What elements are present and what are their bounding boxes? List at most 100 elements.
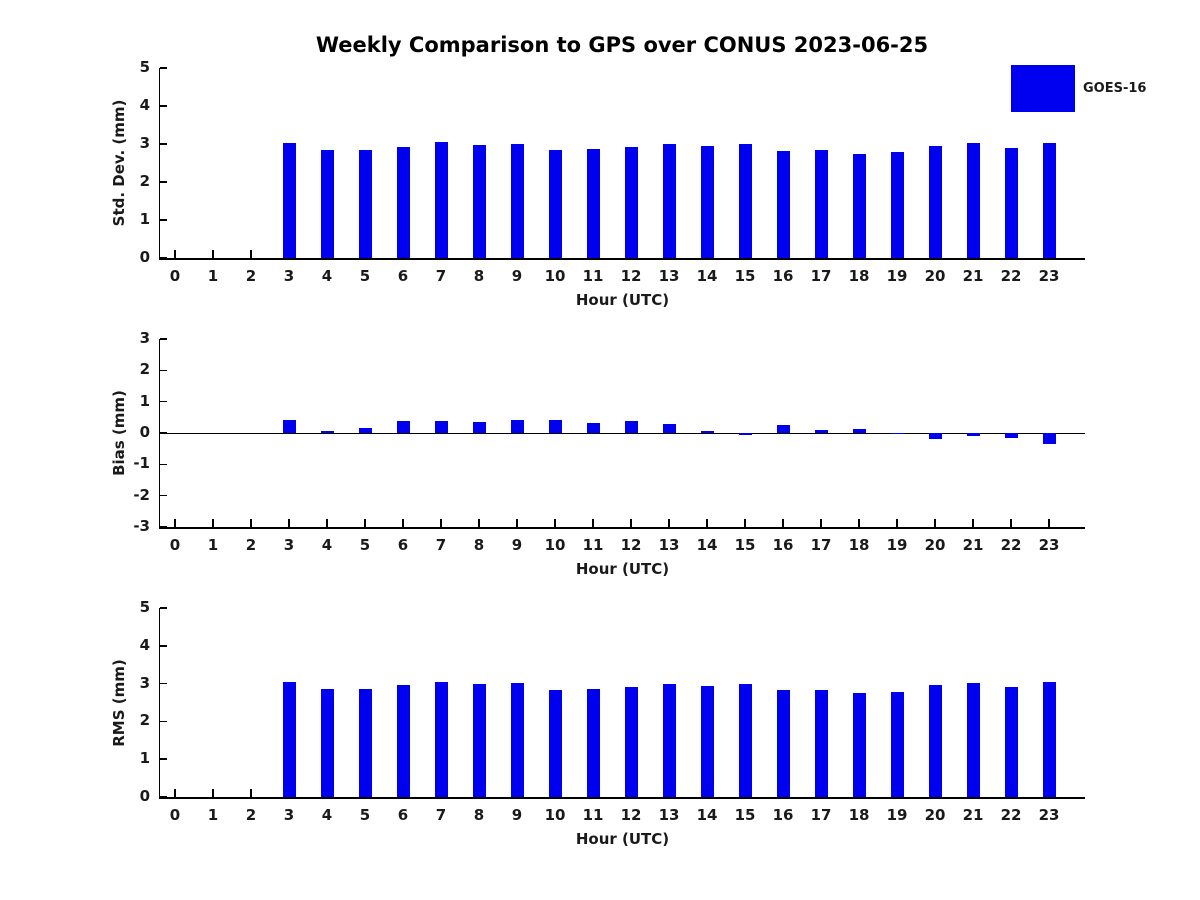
y-tick-label: 0 xyxy=(139,248,150,266)
x-tick xyxy=(592,519,594,527)
bar-hour-21 xyxy=(966,433,980,436)
x-tick-label: 21 xyxy=(962,267,984,285)
x-tick-label: 8 xyxy=(473,536,485,554)
x-tick-label: 11 xyxy=(582,536,604,554)
x-tick-label: 20 xyxy=(924,806,946,824)
x-tick xyxy=(1048,519,1050,527)
x-tick-label: 16 xyxy=(772,267,794,285)
y-tick xyxy=(160,526,167,528)
y-tick-label: -1 xyxy=(133,454,150,473)
bar-hour-20 xyxy=(928,433,942,439)
x-tick-label: 9 xyxy=(511,267,523,285)
bar-hour-16 xyxy=(776,690,790,797)
x-tick xyxy=(782,519,784,527)
x-tick-label: 11 xyxy=(582,806,604,824)
x-tick-label: 22 xyxy=(1000,536,1022,554)
bar-hour-4 xyxy=(320,431,334,433)
x-tick xyxy=(820,519,822,527)
y-tick xyxy=(160,338,167,340)
x-tick-label: 12 xyxy=(620,536,642,554)
x-tick-label: 23 xyxy=(1038,536,1060,554)
x-tick xyxy=(668,519,670,527)
bar-hour-3 xyxy=(282,142,296,258)
y-tick xyxy=(160,257,167,259)
y-tick xyxy=(160,682,167,685)
x-tick-label: 17 xyxy=(810,536,832,554)
bar-hour-6 xyxy=(396,685,410,797)
bar-hour-17 xyxy=(814,690,828,797)
bar-hour-22 xyxy=(1004,433,1018,439)
x-tick-label: 21 xyxy=(962,536,984,554)
x-tick xyxy=(972,519,974,527)
x-tick xyxy=(858,519,860,527)
x-tick-label: 14 xyxy=(696,267,718,285)
x-tick-label: 4 xyxy=(321,536,333,554)
x-tick-label: 13 xyxy=(658,536,680,554)
bar-hour-11 xyxy=(586,423,600,433)
bar-hour-7 xyxy=(434,141,448,258)
x-tick xyxy=(250,789,252,797)
x-tick-label: 13 xyxy=(658,267,680,285)
y-tick-label: 3 xyxy=(139,673,150,692)
y-tick-label: 0 xyxy=(139,423,150,441)
y-axis xyxy=(158,608,160,799)
x-axis xyxy=(158,258,1085,260)
legend: GOES-16 xyxy=(1011,65,1146,112)
bar-hour-21 xyxy=(966,143,980,258)
bar-hour-7 xyxy=(434,420,448,433)
bar-hour-10 xyxy=(548,150,562,258)
y-tick-label: -3 xyxy=(133,517,150,535)
y-tick xyxy=(160,758,167,760)
y-axis-label: Bias (mm) xyxy=(110,390,128,476)
y-tick xyxy=(160,607,167,609)
bar-hour-12 xyxy=(624,686,638,797)
x-tick-label: 20 xyxy=(924,267,946,285)
bar-hour-3 xyxy=(282,681,296,797)
bar-hour-5 xyxy=(358,149,372,258)
y-tick-label: 5 xyxy=(139,58,150,76)
bar-hour-13 xyxy=(662,683,676,797)
x-tick xyxy=(934,519,936,527)
legend-swatch-goes16 xyxy=(1011,65,1075,112)
x-tick xyxy=(402,519,404,527)
y-tick-label: -2 xyxy=(133,485,150,504)
x-axis xyxy=(158,527,1085,529)
y-tick xyxy=(160,105,167,107)
x-tick-label: 1 xyxy=(207,806,219,824)
x-tick-label: 2 xyxy=(245,267,257,285)
x-tick xyxy=(744,519,746,527)
x-tick-label: 20 xyxy=(924,536,946,554)
y-tick-label: 1 xyxy=(139,391,150,410)
x-tick-label: 7 xyxy=(435,536,447,554)
bar-hour-22 xyxy=(1004,687,1018,797)
x-tick-label: 4 xyxy=(321,267,333,285)
x-tick xyxy=(554,519,556,527)
x-tick xyxy=(212,519,214,527)
bar-hour-15 xyxy=(738,144,752,258)
x-tick-label: 5 xyxy=(359,806,371,824)
x-tick-label: 23 xyxy=(1038,267,1060,285)
y-tick xyxy=(160,494,167,497)
bar-hour-18 xyxy=(852,153,866,258)
x-tick-label: 9 xyxy=(511,806,523,824)
bar-hour-4 xyxy=(320,689,334,797)
x-tick xyxy=(174,250,176,258)
x-tick-label: 17 xyxy=(810,806,832,824)
bar-hour-11 xyxy=(586,688,600,797)
bar-hour-6 xyxy=(396,146,410,258)
bar-hour-5 xyxy=(358,427,372,433)
bar-hour-16 xyxy=(776,150,790,258)
y-axis-label: Std. Dev. (mm) xyxy=(110,99,128,227)
bar-hour-13 xyxy=(662,144,676,258)
y-axis xyxy=(158,339,160,529)
x-tick xyxy=(364,519,366,527)
y-tick xyxy=(160,720,167,723)
x-tick-label: 0 xyxy=(169,806,181,824)
y-axis-label: RMS (mm) xyxy=(110,658,128,747)
chart-title: Weekly Comparison to GPS over CONUS 2023… xyxy=(315,33,929,57)
y-tick xyxy=(160,67,167,69)
y-tick-label: 2 xyxy=(139,711,150,730)
x-tick-label: 18 xyxy=(848,806,870,824)
bar-hour-12 xyxy=(624,147,638,258)
x-tick-label: 12 xyxy=(620,267,642,285)
